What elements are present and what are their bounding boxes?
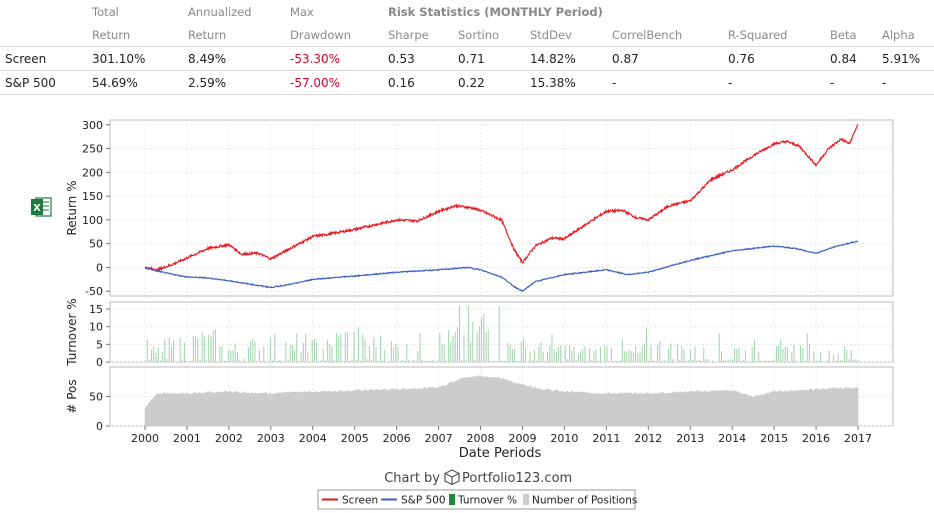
series-turnover	[144, 305, 859, 362]
x-axis-label: Date Periods	[459, 446, 542, 461]
table-cell: 0.53	[388, 46, 458, 71]
legend-swatch	[449, 494, 455, 505]
table-cell: 0.76	[728, 46, 830, 71]
x-tick-label: 2017	[844, 432, 872, 445]
series-screen	[144, 124, 859, 272]
table-cell: 0.16	[388, 70, 458, 95]
x-tick-label: 2010	[550, 432, 578, 445]
y-axis-label-turnover: Turnover %	[65, 298, 79, 366]
legend-label: Screen	[342, 495, 378, 507]
cube-icon	[444, 469, 460, 486]
header-cell: Sortino	[458, 27, 500, 42]
x-tick-label: 2008	[467, 432, 495, 445]
header-cell: Sharpe	[388, 27, 429, 42]
header-cell: Total	[92, 4, 119, 19]
y-tick-label: 200	[82, 166, 103, 179]
table-cell: -	[728, 70, 830, 95]
x-tick-label: 2000	[131, 432, 159, 445]
table-cell: 5.91%	[882, 46, 934, 71]
table-cell: 0.71	[458, 46, 530, 71]
y-tick-label: 15	[89, 303, 103, 316]
plot-frame	[109, 119, 894, 297]
x-tick-label: 2007	[425, 432, 453, 445]
legend-swatch	[523, 494, 529, 505]
table-cell: 14.82%	[530, 46, 612, 71]
risk-statistics-header: Risk Statistics (MONTHLY Period)	[388, 4, 603, 19]
header-cell: Return	[92, 27, 131, 42]
x-tick-label: 2015	[760, 432, 788, 445]
table-cell: 0.84	[830, 46, 882, 71]
header-cell: R-Squared	[728, 27, 788, 42]
y-tick-label: 50	[89, 238, 103, 251]
header-cell: Alpha	[882, 27, 915, 42]
table-row-screen: Screen 301.10% 8.49% -53.30% 0.53 0.71 1…	[0, 46, 934, 71]
table-cell: 2.59%	[188, 70, 290, 95]
y-axis-label-return: Return %	[65, 180, 79, 235]
table-cell: Screen	[0, 46, 92, 71]
excel-icon[interactable]: X	[30, 196, 52, 218]
y-tick-label: 0	[96, 356, 103, 369]
x-tick-label: 2005	[341, 432, 369, 445]
header-cell: Drawdown	[290, 27, 352, 42]
table-cell: -	[612, 70, 728, 95]
table-cell: 0.87	[612, 46, 728, 71]
header-cell: CorrelBench	[612, 27, 683, 42]
y-tick-label: 5	[96, 338, 103, 351]
y-tick-label: 0	[96, 420, 103, 433]
header-cell: Max	[290, 4, 314, 19]
legend: Screen S&P 500 Turnover % Number of Positio…	[317, 489, 637, 510]
y-tick-label: 50	[89, 391, 103, 404]
table-row-sp500: S&P 500 54.69% 2.59% -57.00% 0.16 0.22 1…	[0, 70, 934, 95]
y-tick-label: -50	[85, 285, 103, 298]
x-tick-label: 2001	[173, 432, 201, 445]
x-tick-label: 2011	[592, 432, 620, 445]
x-tick-label: 2004	[299, 432, 327, 445]
x-tick-label: 2016	[802, 432, 830, 445]
header-row-2: Return Return Drawdown Sharpe Sortino St…	[0, 23, 934, 47]
svg-text:X: X	[33, 203, 41, 214]
chart-by-text: Chart by	[384, 471, 440, 486]
table-cell: 15.38%	[530, 70, 612, 95]
table-cell: -53.30%	[290, 46, 388, 71]
y-tick-label: 10	[89, 321, 103, 334]
series-s-p-500	[144, 240, 858, 292]
x-tick-label: 2006	[383, 432, 411, 445]
legend-label: Turnover %	[457, 495, 517, 507]
plot-frame	[109, 301, 894, 363]
table-cell: 54.69%	[92, 70, 188, 95]
table-cell: -	[882, 70, 934, 95]
table-cell: 301.10%	[92, 46, 188, 71]
y-tick-label: 100	[82, 214, 103, 227]
y-tick-label: 0	[96, 261, 103, 274]
footer-credit[interactable]: Chart by Portfolio123.com	[384, 469, 572, 486]
series-number-of-positions	[144, 374, 859, 427]
table-cell: 0.22	[458, 70, 530, 95]
header-row-1: Total Annualized Max Risk Statistics (MO…	[0, 0, 934, 23]
legend-label: S&P 500	[401, 495, 446, 507]
header-cell: Beta	[830, 27, 857, 42]
y-axis-label-positions: # Pos	[65, 379, 79, 413]
legend-label: Number of Positions	[532, 495, 637, 507]
x-tick-label: 2012	[634, 432, 662, 445]
header-cell: Annualized	[188, 4, 252, 19]
table-cell: S&P 500	[0, 70, 92, 95]
x-tick-label: 2014	[718, 432, 746, 445]
y-tick-label: 250	[82, 143, 103, 156]
table-cell: -	[830, 70, 882, 95]
x-tick-label: 2013	[676, 432, 704, 445]
header-cell	[0, 23, 92, 47]
table-cell: -57.00%	[290, 70, 388, 95]
header-cell: StdDev	[530, 27, 572, 42]
y-tick-label: 300	[82, 119, 103, 132]
header-cell	[0, 0, 92, 23]
table-cell: 8.49%	[188, 46, 290, 71]
header-cell: Return	[188, 27, 227, 42]
x-tick-label: 2002	[215, 432, 243, 445]
brand-text: Portfolio123.com	[462, 471, 572, 486]
x-tick-label: 2003	[257, 432, 285, 445]
y-tick-label: 150	[82, 190, 103, 203]
x-tick-label: 2009	[508, 432, 536, 445]
stats-table: Total Annualized Max Risk Statistics (MO…	[0, 0, 934, 95]
